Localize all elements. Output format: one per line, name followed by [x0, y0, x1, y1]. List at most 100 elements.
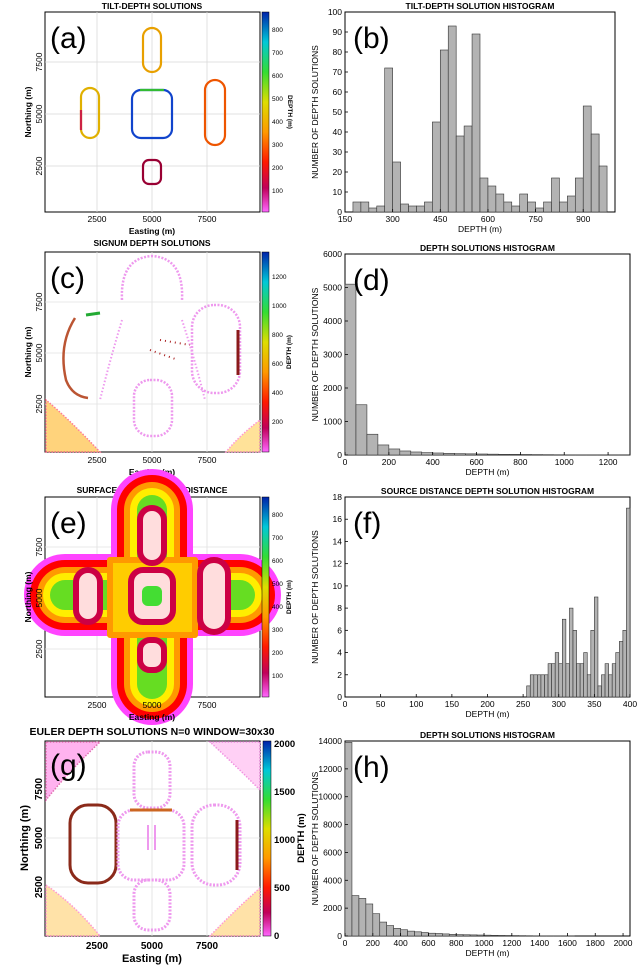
- panel-a-colorbar: [261, 11, 270, 213]
- x-tick-label: 300: [386, 214, 400, 224]
- histogram-bar: [487, 453, 499, 456]
- x-tick-label: 250: [516, 699, 530, 709]
- panel-e-cbtick: 500: [272, 581, 283, 588]
- panel-h-xlabel: DEPTH (m): [466, 948, 510, 958]
- panel-e-xtick: 7500: [198, 700, 217, 710]
- contour-north: [141, 26, 163, 74]
- histogram-bar: [414, 931, 422, 937]
- x-tick-label: 800: [513, 457, 527, 467]
- panel-e-ytick: 5000: [34, 588, 44, 607]
- panel-g-colorbar-label: DEPTH (m): [296, 813, 307, 863]
- histogram-bar: [393, 928, 401, 937]
- panel-c-ytick: 7500: [34, 292, 44, 311]
- histogram-bar: [565, 663, 570, 698]
- histogram-bar: [424, 201, 433, 213]
- panel-c-ytick: 2500: [34, 394, 44, 413]
- panel-c-colorbar-ticks: 200 400 600 800 1000 1200: [272, 274, 287, 426]
- panel-c: SIGNUM DEPTH SOLUTIONS 2500 5000 7500 25…: [23, 238, 293, 477]
- histogram-bar: [579, 663, 584, 698]
- histogram-bar: [443, 453, 455, 456]
- histogram-bar: [376, 205, 386, 213]
- euler-center-mark: [147, 825, 156, 850]
- x-tick-label: 200: [480, 699, 494, 709]
- y-tick-label: 2000: [323, 903, 342, 913]
- panel-g-cbtick: 2000: [274, 739, 295, 750]
- panel-c-title: SIGNUM DEPTH SOLUTIONS: [93, 238, 210, 248]
- panel-a-xlabel: Easting (m): [129, 226, 175, 236]
- histogram-bar: [543, 201, 552, 213]
- panel-g-ytick: 7500: [34, 777, 45, 800]
- histogram-bar: [365, 903, 374, 937]
- histogram-bar: [442, 933, 450, 937]
- panel-g-xlabel: Easting (m): [122, 953, 182, 965]
- panel-e-distance-surface: [24, 469, 281, 725]
- panel-e-cbtick: 400: [272, 604, 283, 611]
- y-tick-label: 20: [333, 167, 343, 177]
- x-tick-label: 900: [576, 214, 590, 224]
- histogram-bar: [471, 33, 481, 213]
- panel-a-yticks: 2500 5000 7500: [34, 52, 44, 175]
- histogram-bar: [352, 201, 362, 213]
- panel-g-frame: [44, 740, 261, 937]
- panel-a-xticks: 2500 5000 7500: [88, 214, 217, 224]
- panel-g-cbtick: 1500: [274, 787, 295, 798]
- histogram-bar: [377, 444, 390, 456]
- panel-a-depth-contours: [79, 26, 227, 186]
- panel-a-cbtick: 600: [272, 73, 283, 80]
- panel-a-label: (a): [50, 22, 87, 55]
- histogram-bar: [344, 283, 357, 456]
- histogram-bar: [601, 674, 606, 698]
- panel-a-ylabel: Northing (m): [23, 86, 33, 137]
- y-tick-label: 0: [337, 207, 342, 217]
- panel-c-xtick: 2500: [88, 455, 107, 465]
- histogram-bar: [511, 205, 521, 213]
- panel-a-cbtick: 200: [272, 165, 283, 172]
- panel-g-xticks: 2500 5000 7500: [86, 941, 219, 952]
- x-tick-label: 600: [421, 938, 435, 948]
- x-tick-label: 1200: [599, 457, 618, 467]
- signum-fan-sw: [45, 398, 102, 453]
- panel-e-xtick: 5000: [143, 700, 162, 710]
- histogram-bar: [483, 934, 492, 937]
- y-tick-label: 60: [333, 87, 343, 97]
- histogram-bar: [590, 133, 600, 213]
- histogram-bar: [465, 453, 477, 456]
- panel-e-cbtick: 100: [272, 673, 283, 680]
- histogram-bar: [562, 618, 567, 698]
- panel-b-xlabel: DEPTH (m): [458, 224, 502, 234]
- x-tick-label: 0: [343, 938, 348, 948]
- panel-g-gridlines: [45, 741, 260, 936]
- y-tick-label: 4: [337, 648, 342, 658]
- panel-e-yticks: 2500 5000 7500: [34, 537, 44, 658]
- panel-b-ylabel: NUMBER OF DEPTH SOLUTIONS: [310, 45, 320, 179]
- contour-south: [141, 158, 163, 186]
- panel-e-xtick: 2500: [88, 700, 107, 710]
- signum-fan-se: [224, 418, 261, 453]
- panel-e-label: (e): [50, 507, 87, 540]
- histogram-bar: [454, 453, 466, 456]
- panel-g-label: (g): [50, 749, 87, 782]
- histogram-bar: [392, 161, 401, 213]
- panel-f-label: (f): [353, 507, 381, 540]
- histogram-bar: [448, 934, 457, 937]
- euler-fan-nw: [45, 741, 102, 803]
- histogram-bar: [490, 935, 499, 937]
- panel-c-solutions: [45, 254, 261, 453]
- panel-c-cbtick: 1000: [272, 303, 287, 310]
- histogram-bar: [368, 207, 378, 213]
- histogram-bar: [519, 193, 528, 213]
- panel-f-title: SOURCE DISTANCE DEPTH SOLUTION HISTOGRAM: [381, 486, 594, 496]
- panel-g-colorbar-ticks: 0 500 1000 1500 2000: [274, 739, 295, 942]
- panel-e-cbtick: 700: [272, 535, 283, 542]
- panel-c-gridlines: [45, 252, 260, 452]
- euler-fan-sw: [45, 883, 102, 937]
- panel-e-ylabel: Northing (m): [23, 571, 33, 622]
- x-tick-label: 1800: [586, 938, 605, 948]
- panel-b-label: (b): [353, 22, 390, 55]
- panel-c-xtick: 5000: [143, 455, 162, 465]
- histogram-bar: [533, 674, 538, 698]
- histogram-bar: [407, 930, 415, 937]
- panel-g-title: EULER DEPTH SOLUTIONS N=0 WINDOW=30x30: [29, 726, 274, 738]
- histogram-bar: [463, 125, 473, 213]
